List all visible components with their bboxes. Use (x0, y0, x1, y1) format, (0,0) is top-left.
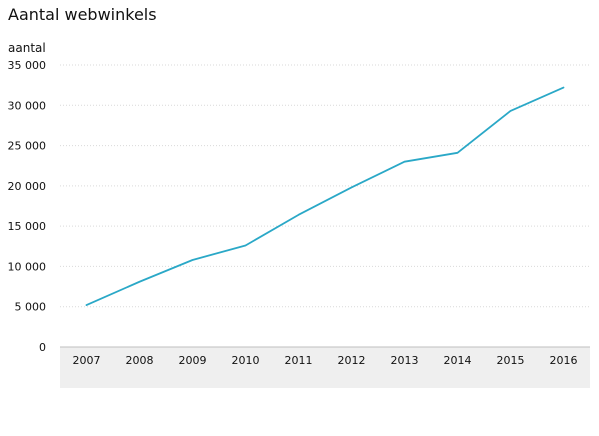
x-tick-label: 2014 (444, 354, 472, 367)
y-tick-label: 15 000 (8, 220, 47, 233)
x-tick-label: 2012 (338, 354, 366, 367)
y-tick-label: 0 (39, 341, 46, 354)
x-tick-label: 2011 (285, 354, 313, 367)
y-axis-label: aantal (8, 41, 46, 55)
y-tick-label: 5 000 (15, 301, 47, 314)
x-tick-label: 2010 (232, 354, 260, 367)
y-tick-label: 10 000 (8, 260, 47, 273)
x-tick-label: 2013 (391, 354, 419, 367)
x-tick-label: 2015 (497, 354, 525, 367)
x-tick-label: 2009 (179, 354, 207, 367)
y-tick-label: 30 000 (8, 99, 47, 112)
y-tick-label: 35 000 (8, 59, 47, 72)
y-tick-label: 20 000 (8, 180, 47, 193)
y-tick-label: 25 000 (8, 140, 47, 153)
y-tick-labels: 0 5 000 10 000 15 000 20 000 25 000 30 000 35 0… (8, 59, 47, 354)
series-line (87, 88, 564, 306)
x-tick-label: 2008 (126, 354, 154, 367)
x-tick-label: 2007 (73, 354, 101, 367)
series-layer (86, 87, 563, 305)
grid-lines (60, 65, 590, 307)
x-tick-label: 2016 (550, 354, 578, 367)
